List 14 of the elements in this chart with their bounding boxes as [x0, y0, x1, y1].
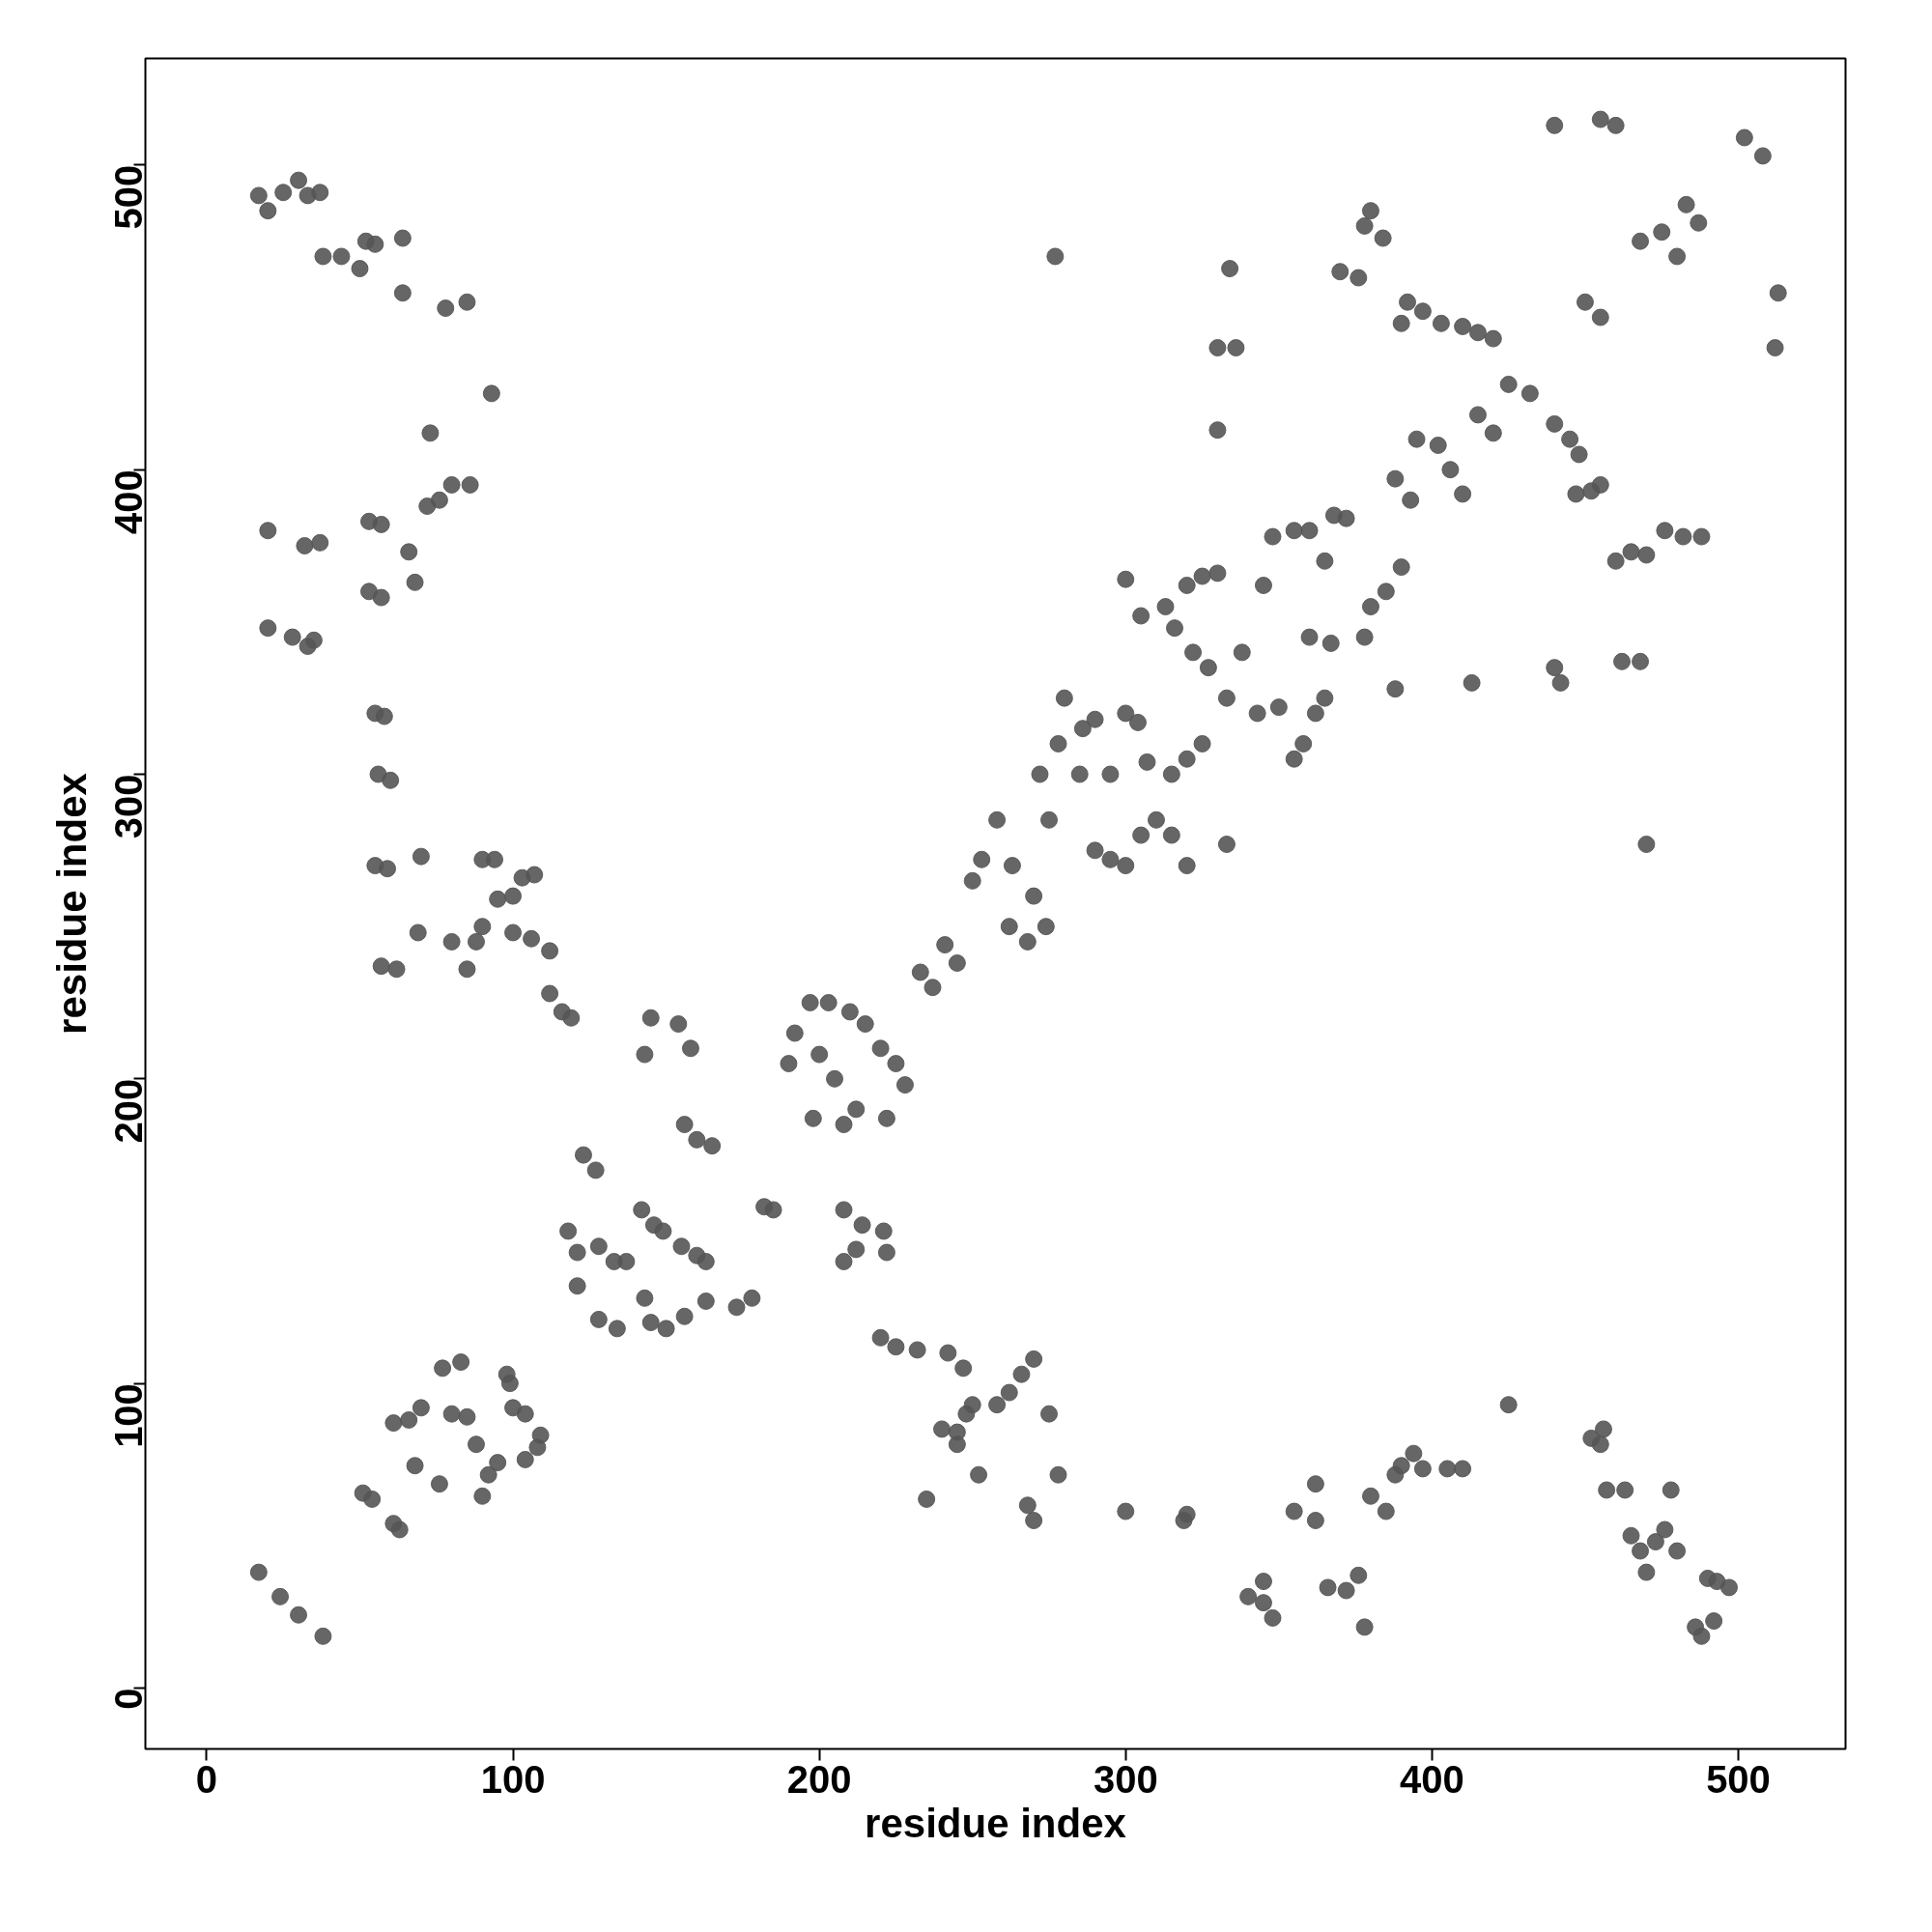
y-tick-label: 100 — [107, 1383, 151, 1448]
y-tick-label: 0 — [107, 1688, 151, 1710]
x-tick-label: 300 — [1093, 1757, 1158, 1801]
y-tick-label: 500 — [107, 164, 151, 230]
x-tick-label: 400 — [1400, 1757, 1464, 1801]
x-tick-label: 0 — [195, 1757, 218, 1801]
y-tick-label: 400 — [107, 469, 151, 534]
x-tick-label: 500 — [1706, 1757, 1771, 1801]
x-tick-label: 100 — [480, 1757, 546, 1801]
y-tick-label: 300 — [107, 774, 151, 839]
x-axis-title: residue index — [865, 1800, 1127, 1846]
y-axis-title: residue index — [48, 772, 95, 1035]
x-tick-label: 200 — [786, 1757, 852, 1801]
y-tick-label: 200 — [107, 1078, 151, 1144]
